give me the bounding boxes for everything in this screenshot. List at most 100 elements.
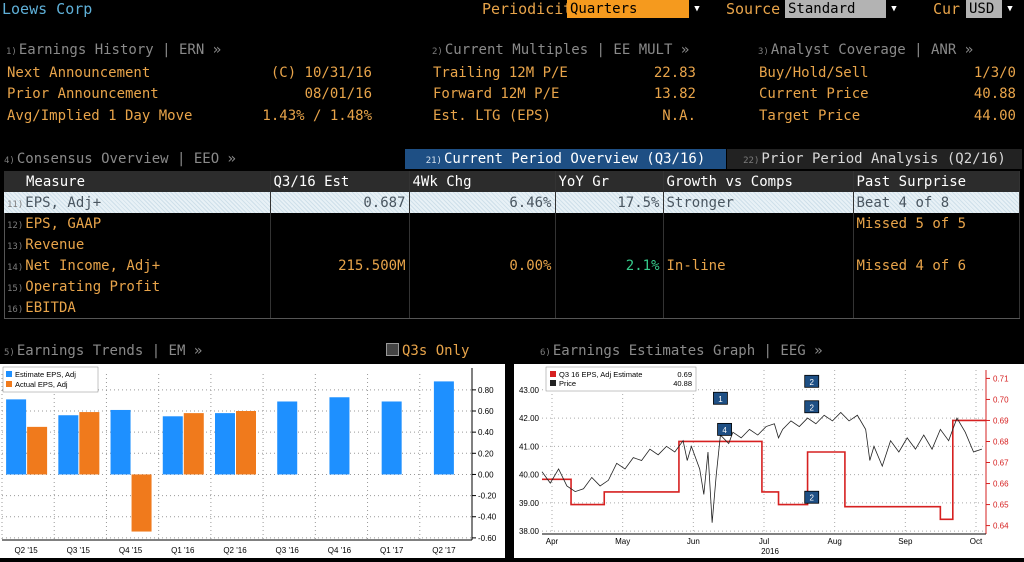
analyst-coverage-link[interactable]: 3) Analyst Coverage | ANR » — [758, 42, 973, 58]
col-header-comps[interactable]: Growth vs Comps — [663, 171, 854, 192]
col-header-surprise[interactable]: Past Surprise — [853, 171, 1020, 192]
x-tick-label: Q1 '17 — [380, 546, 404, 555]
row-chg: 0.00% — [409, 255, 556, 276]
tab-prior-period[interactable]: 22) Prior Period Analysis (Q2/16) — [727, 149, 1022, 169]
earnings-estimates-graph-title: Earnings Estimates Graph | EEG » — [552, 343, 823, 359]
ern-value-1: 08/01/16 — [304, 86, 372, 102]
y2-tick-label: 0.66 — [993, 480, 1009, 489]
earnings-history-link[interactable]: 1) Earnings History | ERN » — [6, 42, 221, 58]
earnings-estimates-panel: 43.00 42.00 41.00 40.00 39.00 38.00 0.71 0.70 0.… — [514, 364, 1024, 558]
y-tick-label: 0.60 — [478, 407, 494, 416]
page-title: Loews Corp — [2, 0, 93, 18]
source-select[interactable]: Standard ▼ — [785, 0, 902, 18]
y2-tick-label: 0.71 — [993, 374, 1009, 383]
chevron-down-icon[interactable]: ▼ — [1002, 0, 1018, 18]
col-header-est[interactable]: Q3/16 Est — [270, 171, 410, 192]
section-number: 3) — [758, 47, 769, 57]
x-tick-label: Aug — [828, 537, 842, 546]
earnings-trends-chart: 0.80 0.60 0.40 0.20 0.00 -0.20 -0.40 -0.60 Q2 '1… — [1, 366, 497, 555]
y-tick-label: 41.00 — [519, 442, 540, 451]
current-multiples-title: Current Multiples | EE MULT » — [444, 42, 690, 58]
y-tick-label: 40.00 — [519, 471, 540, 480]
y-tick-label: -0.60 — [478, 534, 497, 543]
tab-number: 22) — [743, 156, 760, 166]
earnings-trends-link[interactable]: 5) Earnings Trends | EM » — [4, 343, 202, 359]
consensus-overview-link[interactable]: 4) Consensus Overview | EEO » — [4, 151, 236, 167]
bar-estimate — [381, 401, 402, 475]
earnings-estimates-graph-link[interactable]: 6) Earnings Estimates Graph | EEG » — [540, 343, 823, 359]
legend-value: 0.69 — [677, 370, 692, 379]
y2-tick-label: 0.64 — [993, 522, 1009, 531]
section-number: 2) — [432, 47, 443, 57]
table-row[interactable]: 13) Revenue — [4, 234, 1020, 255]
row-chg — [409, 213, 556, 234]
row-comps: Stronger — [663, 192, 854, 213]
col-header-measure[interactable]: Measure — [4, 171, 271, 192]
row-chg — [409, 297, 556, 318]
y2-tick-label: 0.69 — [993, 416, 1009, 425]
bar-actual — [236, 411, 256, 475]
current-multiples-link[interactable]: 2) Current Multiples | EE MULT » — [432, 42, 689, 58]
table-row[interactable]: 16) EBITDA — [4, 297, 1020, 318]
row-number: 14) — [7, 262, 24, 273]
anr-value-1: 40.88 — [973, 86, 1016, 102]
row-surprise: Beat 4 of 8 — [853, 192, 1020, 213]
y2-tick-label: 0.65 — [993, 501, 1009, 510]
bar-estimate — [215, 413, 235, 475]
periodicity-label: Periodicity — [482, 0, 582, 18]
legend-label: Q3 16 EPS, Adj Estimate — [559, 370, 642, 379]
y-tick-label: 42.00 — [519, 414, 540, 423]
tab-label: Prior Period Analysis (Q2/16) — [761, 151, 1006, 167]
bar-estimate — [277, 401, 298, 475]
row-comps — [663, 213, 854, 234]
row-est: 215.500M — [270, 255, 410, 276]
analyst-coverage-title: Analyst Coverage | ANR » — [770, 42, 974, 58]
event-marker — [713, 391, 728, 405]
row-measure: EBITDA — [25, 299, 76, 316]
y-tick-label: 39.00 — [519, 499, 540, 508]
bar-estimate — [58, 415, 79, 475]
bar-actual — [79, 412, 100, 475]
col-header-yoy[interactable]: YoY Gr — [555, 171, 664, 192]
col-header-chg[interactable]: 4Wk Chg — [409, 171, 556, 192]
estimate-line — [542, 419, 986, 521]
ern-label-0: Next Announcement — [7, 65, 151, 81]
table-row[interactable]: 15) Operating Profit — [4, 276, 1020, 297]
consensus-overview-title: Consensus Overview | EEO » — [16, 151, 236, 167]
currency-select[interactable]: USD ▼ — [966, 0, 1018, 18]
table-row[interactable]: 12) EPS, GAAP Missed 5 of 5 — [4, 213, 1020, 234]
row-est: 0.687 — [270, 192, 410, 213]
mult-label-1: Forward 12M P/E — [433, 86, 560, 102]
ern-label-2: Avg/Implied 1 Day Move — [7, 108, 193, 124]
chevron-down-icon[interactable]: ▼ — [886, 0, 902, 18]
event-marker — [804, 374, 820, 388]
chevron-down-icon[interactable]: ▼ — [689, 0, 705, 18]
row-yoy: 2.1% — [555, 255, 664, 276]
row-surprise — [853, 234, 1020, 255]
bar-estimate — [162, 416, 183, 475]
row-est — [270, 297, 410, 318]
x-tick-label: Apr — [546, 537, 559, 546]
earnings-history-title: Earnings History | ERN » — [18, 42, 222, 58]
y-tick-label: 38.00 — [519, 527, 540, 536]
x-tick-label: Oct — [970, 537, 983, 546]
event-marker — [804, 490, 820, 504]
table-row[interactable]: 14) Net Income, Adj+ 215.500M 0.00% 2.1% … — [4, 255, 1020, 276]
legend-swatch-actual — [6, 381, 12, 387]
bar-estimate — [6, 399, 27, 475]
x-tick-label: Sep — [898, 537, 913, 546]
ern-value-2: 1.43% / 1.48% — [262, 108, 372, 124]
bar-estimate — [110, 409, 131, 475]
x-tick-label: Q2 '15 — [14, 546, 38, 555]
table-row[interactable]: 11) EPS, Adj+ 0.687 6.46% 17.5% Stronger … — [4, 192, 1020, 213]
x-tick-label: Q3 '15 — [67, 546, 91, 555]
event-marker-label: 2 — [809, 494, 814, 503]
event-marker-label: 2 — [809, 403, 814, 412]
earnings-estimates-chart: 43.00 42.00 41.00 40.00 39.00 38.00 0.71 0.70 0.… — [519, 366, 1009, 556]
periodicity-select[interactable]: Quarters ▼ — [567, 0, 705, 18]
q3s-only-toggle[interactable]: Q3s Only — [386, 343, 469, 359]
legend-label: Actual EPS, Adj — [15, 380, 68, 389]
tab-current-period[interactable]: 21) Current Period Overview (Q3/16) — [405, 149, 726, 169]
anr-label-2: Target Price — [759, 108, 861, 124]
checkbox-icon[interactable] — [386, 343, 399, 356]
